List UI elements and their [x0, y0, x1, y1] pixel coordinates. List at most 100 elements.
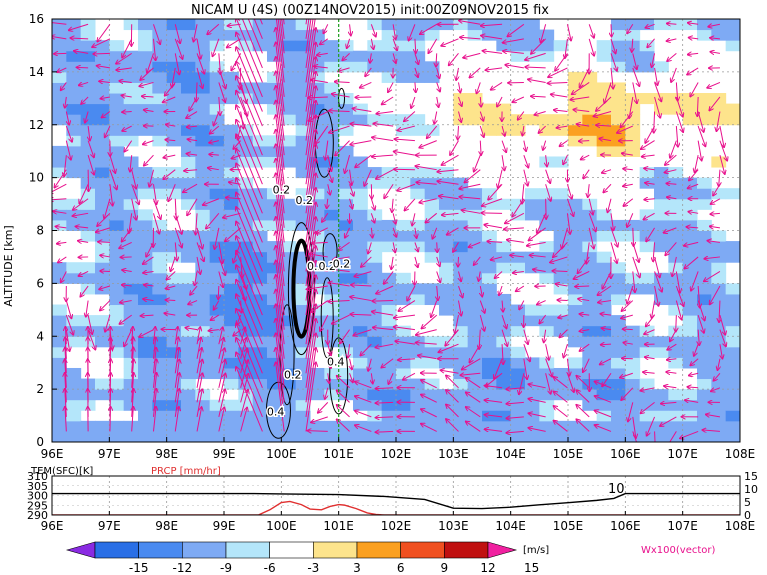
surface-x-tick-label: 98E: [155, 519, 178, 533]
wind-vector: [65, 314, 73, 335]
shade-cell: [467, 93, 483, 105]
shade-cell: [510, 19, 526, 31]
wind-vector: [553, 377, 568, 389]
shade-cell: [109, 177, 125, 189]
shade-cell: [66, 29, 82, 41]
shade-cell: [80, 272, 96, 284]
shade-cell: [482, 283, 497, 295]
shade-cell: [138, 399, 153, 411]
shade-cell: [95, 103, 110, 115]
wind-vector: [373, 123, 394, 127]
wind-vector: [131, 169, 137, 189]
shade-cell: [639, 389, 655, 401]
shade-cell: [424, 188, 440, 200]
shade-cell: [281, 93, 297, 105]
wind-vector: [545, 373, 551, 394]
x-tick-label: 104E: [495, 447, 526, 461]
wind-vector: [623, 342, 633, 344]
shade-cell: [625, 283, 641, 295]
shade-cell: [224, 198, 239, 210]
shade-cell: [138, 167, 153, 179]
wind-vector: [620, 372, 633, 377]
shade-cell: [711, 272, 727, 284]
shade-cell: [525, 378, 540, 390]
shade-cell: [711, 156, 727, 168]
shade-cell: [238, 272, 254, 284]
shade-cell: [467, 29, 483, 41]
shade-cell: [181, 420, 196, 432]
shade-cell: [224, 251, 239, 263]
shade-cell: [52, 156, 67, 168]
shade-cell: [396, 389, 411, 401]
shade-cell: [310, 209, 325, 221]
shade-cell: [224, 188, 239, 200]
shade-cell: [410, 420, 426, 432]
shade-cell: [252, 198, 268, 210]
shade-cell: [611, 50, 626, 62]
wind-vector: [305, 362, 316, 432]
shade-cell: [152, 410, 168, 422]
shade-cell: [596, 431, 612, 442]
shade-cell: [596, 389, 612, 401]
shade-cell: [625, 336, 641, 348]
shade-cell: [439, 188, 454, 200]
shade-cell: [482, 272, 497, 284]
shade-cell: [596, 367, 612, 380]
shade-cell: [209, 410, 225, 422]
shade-cell: [295, 61, 311, 73]
shade-cell: [625, 114, 641, 126]
shade-cell: [324, 114, 340, 126]
shade-cell: [711, 410, 727, 422]
wind-vector: [464, 169, 481, 183]
surface-x-tick-label: 105E: [553, 519, 584, 533]
wind-vector: [502, 300, 503, 313]
shade-cell: [482, 315, 497, 327]
shade-cell: [209, 145, 225, 157]
shade-cell: [209, 399, 225, 411]
left-tick-label: 310: [27, 470, 48, 483]
shade-cell: [338, 188, 354, 200]
wind-vector: [523, 358, 527, 380]
wind-vector: [538, 125, 546, 133]
shade-cell: [668, 241, 684, 253]
shade-cell: [582, 71, 598, 83]
wind-vector: [276, 129, 285, 199]
shade-cell: [424, 167, 440, 179]
wind-vector: [622, 329, 633, 330]
shade-cell: [711, 293, 727, 306]
wind-vector: [184, 170, 198, 171]
shade-cell: [295, 304, 311, 316]
shade-cell: [439, 219, 454, 231]
shade-cell: [109, 251, 125, 263]
wind-vector: [627, 24, 634, 33]
shade-cell: [267, 103, 282, 115]
wind-vector: [672, 256, 677, 277]
shade-cell: [697, 177, 712, 189]
shade-cell: [539, 29, 555, 41]
colorbar-label: -12: [173, 561, 193, 575]
shade-cell: [80, 230, 96, 242]
wind-vector: [132, 372, 134, 403]
shade-cell: [281, 82, 297, 94]
shade-cell: [95, 135, 110, 147]
x-tick-label: 97E: [98, 447, 121, 461]
shade-cell: [281, 156, 297, 168]
shade-cell: [238, 304, 254, 316]
shade-cell: [396, 124, 411, 136]
wind-vector: [632, 416, 636, 439]
wind-vector: [276, 304, 285, 374]
wind-vector: [311, 300, 329, 313]
wind-vector: [152, 359, 156, 388]
shade-cell: [611, 357, 626, 369]
wind-vector: [305, 144, 316, 214]
wind-vector: [72, 212, 89, 216]
wind-vector: [312, 242, 328, 243]
wind-vector: [276, 333, 285, 403]
wind-vector: [371, 38, 373, 50]
shade-cell: [166, 346, 182, 358]
shade-cell: [453, 198, 469, 210]
wind-vector: [350, 169, 352, 186]
right-tick-label: 10: [744, 483, 758, 496]
shade-cell: [338, 209, 354, 221]
